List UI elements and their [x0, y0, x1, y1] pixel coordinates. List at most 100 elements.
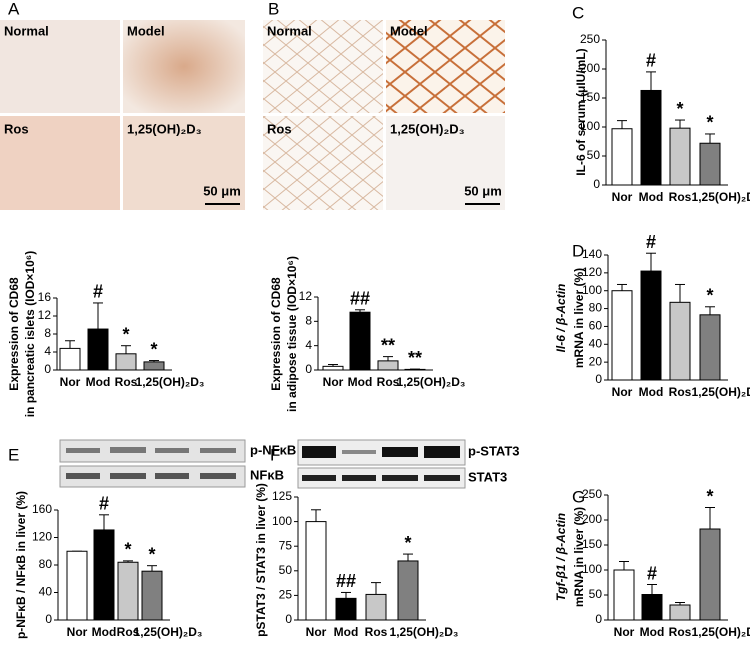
significance-mark: *: [124, 540, 131, 560]
bar: [349, 311, 371, 371]
y-axis-label: p-NFκB / NFκB in liver (%): [14, 491, 28, 639]
x-tick-label: Nor: [612, 385, 633, 399]
bar: [115, 353, 137, 371]
y-axis-label: in adipose tissue (IOD×10⁶): [285, 256, 299, 412]
y-tick-label: 140: [582, 247, 602, 261]
y-tick-label: 0: [595, 372, 602, 386]
image-label: Ros: [267, 121, 292, 136]
y-tick-label: 75: [279, 538, 293, 552]
y-axis-label: pSTAT3 / STAT3 in liver (%): [254, 483, 268, 637]
significance-mark: **: [381, 335, 395, 355]
significance-mark: *: [706, 113, 713, 133]
panel-letter: C: [572, 3, 584, 22]
x-tick-label: Ros: [669, 190, 692, 204]
y-axis-label: in pancreatic islets (IOD×10⁶): [23, 251, 37, 418]
x-tick-label: Mod: [86, 375, 111, 389]
panel-letter: A: [8, 0, 20, 18]
y-tick-label: 50: [587, 148, 601, 162]
y-tick-label: 8: [305, 314, 312, 328]
y-tick-label: 80: [589, 301, 603, 315]
image-label: 1,25(OH)₂D₃: [390, 121, 465, 136]
significance-mark: #: [646, 232, 656, 252]
significance-mark: #: [646, 51, 656, 71]
bar: [699, 142, 721, 186]
bar: [669, 604, 691, 621]
y-tick-label: 50: [589, 587, 603, 601]
image-label: Normal: [4, 23, 49, 38]
x-tick-label: Mod: [639, 190, 664, 204]
x-tick-label: Ros: [365, 625, 388, 639]
bar: [322, 365, 344, 371]
bar: [611, 290, 633, 381]
x-tick-label: 1,25(OH)₂D₃: [692, 190, 750, 204]
blots-f: [297, 439, 466, 489]
bar: [611, 128, 633, 186]
micrograph: [0, 20, 120, 113]
panel-letter: B: [268, 0, 279, 18]
image-grid-a: [0, 20, 245, 210]
x-tick-label: Nor: [323, 375, 344, 389]
y-tick-label: 80: [39, 557, 53, 571]
bar: [641, 594, 663, 621]
x-tick-label: Nor: [60, 375, 81, 389]
y-tick-label: 100: [580, 119, 600, 133]
y-tick-label: 16: [38, 290, 52, 304]
panel-letter: D: [572, 241, 584, 260]
bar: [640, 270, 662, 381]
y-tick-label: 200: [580, 61, 600, 75]
blot: [59, 465, 246, 488]
x-tick-label: 1,25(OH)₂D₃: [136, 375, 205, 389]
x-tick-label: 1,25(OH)₂D₃: [390, 625, 459, 639]
y-tick-label: 120: [32, 530, 52, 544]
bar: [669, 127, 691, 186]
y-axis-label: Tgf-β1 / β-Actin: [554, 513, 568, 601]
micrograph: [123, 116, 245, 210]
significance-mark: **: [408, 348, 422, 368]
y-tick-label: 100: [582, 283, 602, 297]
y-tick-label: 50: [279, 563, 293, 577]
bar: [404, 368, 426, 371]
blot-label: p-STAT3: [468, 443, 520, 458]
bar: [640, 89, 662, 186]
y-tick-label: 40: [589, 336, 603, 350]
y-tick-label: 60: [589, 319, 603, 333]
bar: [699, 528, 721, 621]
y-tick-label: 0: [44, 362, 51, 376]
y-tick-label: 125: [272, 489, 292, 503]
y-tick-label: 250: [582, 487, 602, 501]
micrograph: [263, 116, 383, 210]
y-tick-label: 4: [44, 344, 51, 358]
bar: [305, 521, 327, 621]
y-tick-label: 20: [589, 354, 603, 368]
x-tick-label: Nor: [614, 625, 635, 639]
bar: [93, 529, 115, 621]
y-tick-label: 250: [580, 32, 600, 46]
significance-mark: #: [93, 282, 103, 302]
x-tick-label: Nor: [67, 625, 88, 639]
micrograph: [263, 20, 383, 113]
x-tick-label: Ros: [117, 625, 140, 639]
x-tick-label: Mod: [640, 625, 665, 639]
bar: [377, 360, 399, 371]
y-tick-label: 150: [582, 537, 602, 551]
y-tick-label: 0: [305, 362, 312, 376]
y-axis-label: mRNA in liver (%): [572, 507, 586, 607]
x-tick-label: Mod: [348, 375, 373, 389]
blot-label: STAT3: [468, 469, 507, 484]
significance-mark: #: [99, 494, 109, 514]
scale-label: 50 μm: [464, 183, 502, 198]
panel-letter: E: [8, 445, 19, 464]
y-tick-label: 40: [39, 585, 53, 599]
x-tick-label: Ros: [115, 375, 138, 389]
y-tick-label: 4: [305, 338, 312, 352]
x-tick-label: Mod: [92, 625, 117, 639]
significance-mark: ##: [336, 571, 356, 591]
x-tick-label: 1,25(OH)₂D₃: [134, 625, 203, 639]
y-axis-label: Expression of CD68: [269, 277, 283, 391]
blots-e: [59, 439, 246, 488]
bar: [613, 569, 635, 621]
blot: [59, 439, 246, 463]
panel-letter: F: [270, 445, 280, 464]
x-tick-label: 1,25(OH)₂D₃: [397, 375, 466, 389]
